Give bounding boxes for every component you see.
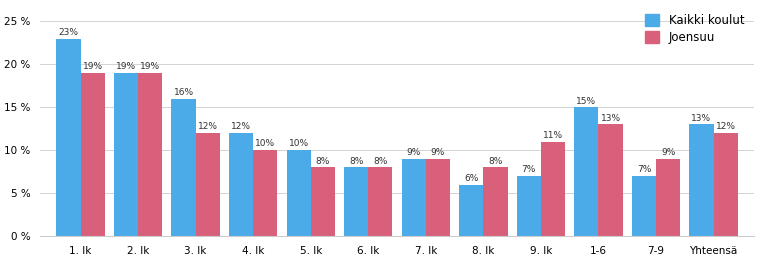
Text: 19%: 19% <box>140 62 160 71</box>
Text: 13%: 13% <box>691 114 712 123</box>
Bar <box>229 133 253 236</box>
Bar <box>56 38 80 236</box>
Bar <box>368 167 393 236</box>
Text: 11%: 11% <box>543 131 563 140</box>
Legend: Kaikki koulut, Joensuu: Kaikki koulut, Joensuu <box>641 10 748 48</box>
Text: 9%: 9% <box>661 148 675 157</box>
Bar <box>656 159 680 236</box>
Bar <box>426 159 450 236</box>
Bar <box>575 107 599 236</box>
Text: 12%: 12% <box>716 122 735 131</box>
Bar <box>311 167 335 236</box>
Bar <box>80 73 105 236</box>
Bar <box>484 167 508 236</box>
Text: 23%: 23% <box>58 28 79 37</box>
Text: 10%: 10% <box>255 139 275 148</box>
Bar <box>599 125 622 236</box>
Bar <box>287 150 311 236</box>
Text: 7%: 7% <box>637 165 651 174</box>
Text: 12%: 12% <box>231 122 251 131</box>
Text: 15%: 15% <box>576 96 597 106</box>
Bar <box>196 133 220 236</box>
Text: 6%: 6% <box>464 174 478 183</box>
Text: 8%: 8% <box>349 157 363 166</box>
Text: 9%: 9% <box>406 148 421 157</box>
Bar <box>344 167 368 236</box>
Text: 8%: 8% <box>315 157 330 166</box>
Bar <box>402 159 426 236</box>
Bar <box>171 99 196 236</box>
Text: 13%: 13% <box>600 114 621 123</box>
Bar <box>138 73 162 236</box>
Text: 10%: 10% <box>289 139 309 148</box>
Bar <box>253 150 277 236</box>
Bar <box>632 176 656 236</box>
Text: 19%: 19% <box>83 62 102 71</box>
Text: 19%: 19% <box>116 62 136 71</box>
Text: 7%: 7% <box>522 165 536 174</box>
Bar <box>459 185 484 236</box>
Bar <box>517 176 541 236</box>
Text: 9%: 9% <box>431 148 445 157</box>
Text: 12%: 12% <box>198 122 218 131</box>
Bar <box>541 142 565 236</box>
Bar <box>114 73 138 236</box>
Text: 16%: 16% <box>174 88 193 97</box>
Bar <box>689 125 713 236</box>
Text: 8%: 8% <box>488 157 503 166</box>
Text: 8%: 8% <box>373 157 387 166</box>
Bar <box>713 133 738 236</box>
